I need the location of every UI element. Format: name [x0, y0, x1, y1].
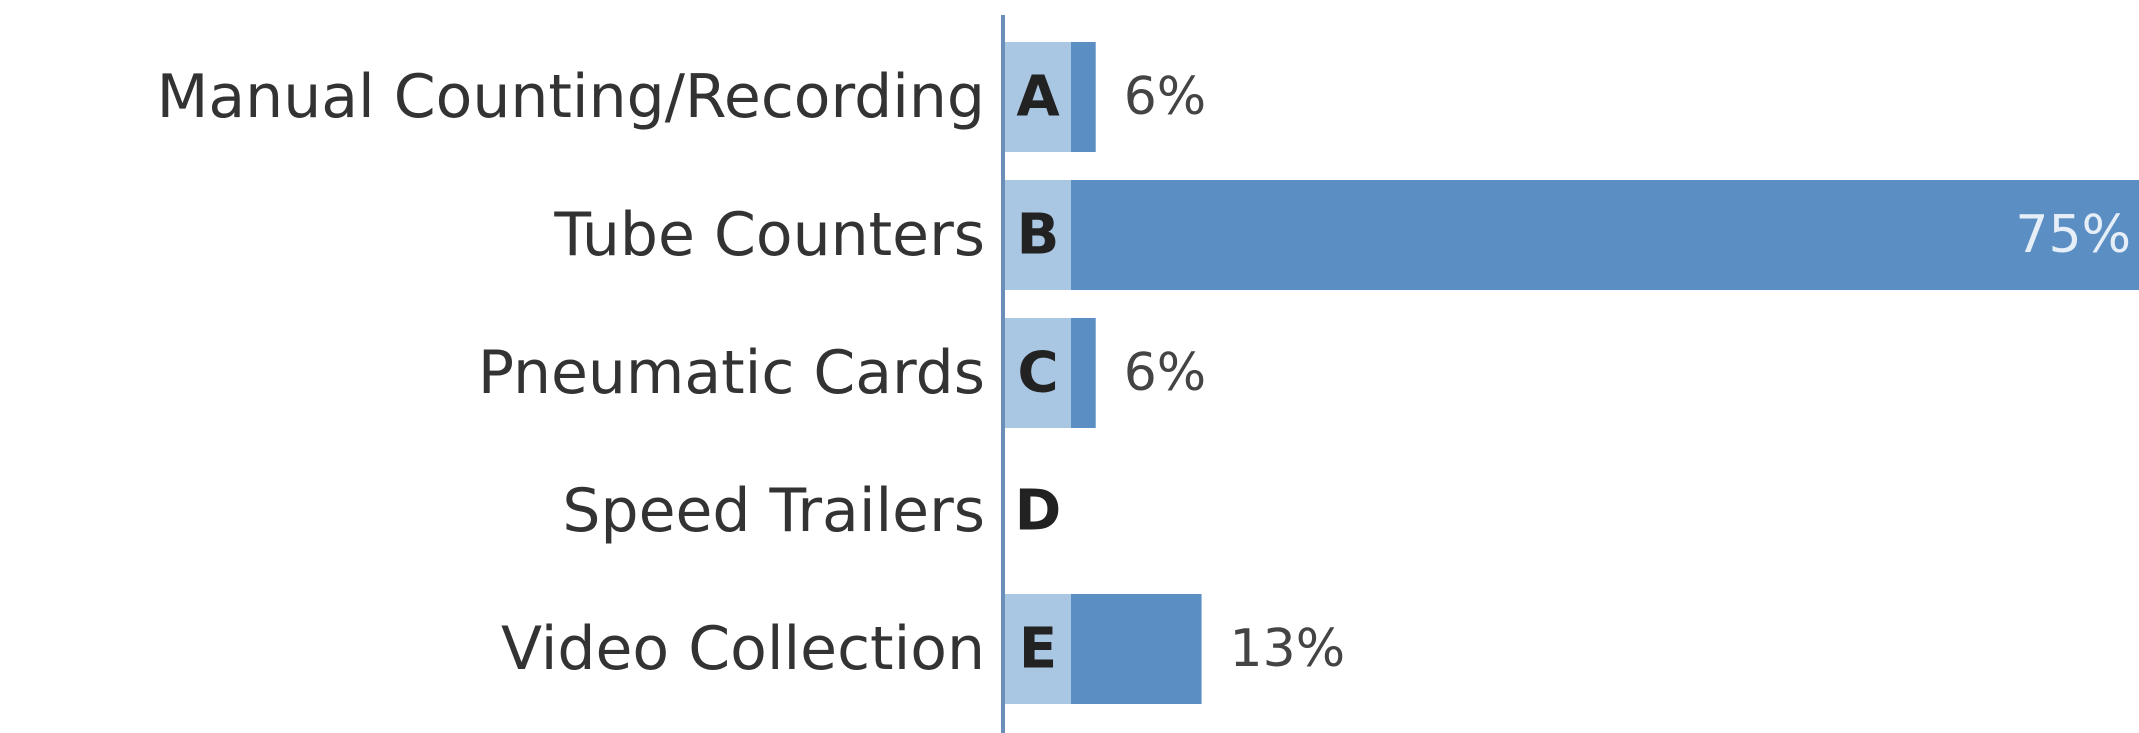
category-label: Tube Counters: [553, 200, 985, 270]
category-label: Pneumatic Cards: [478, 338, 985, 408]
category-label: Video Collection: [501, 614, 985, 684]
category-label: Manual Counting/Recording: [157, 62, 985, 132]
option-letter: B: [1017, 203, 1060, 268]
letter-box: [1005, 180, 1071, 290]
option-letter: A: [1016, 65, 1060, 130]
option-letter: C: [1017, 341, 1058, 406]
value-label: 75%: [2015, 205, 2131, 265]
option-letter: D: [1015, 479, 1061, 544]
category-label: Speed Trailers: [562, 476, 985, 546]
bar: [1005, 180, 2139, 290]
letter-box: [1005, 42, 1071, 152]
value-label: 6%: [1124, 67, 1207, 127]
option-letter: E: [1019, 617, 1057, 682]
letter-box: [1005, 318, 1071, 428]
value-label: 13%: [1230, 619, 1346, 679]
value-label: 6%: [1124, 343, 1207, 403]
letter-box: [1005, 594, 1071, 704]
